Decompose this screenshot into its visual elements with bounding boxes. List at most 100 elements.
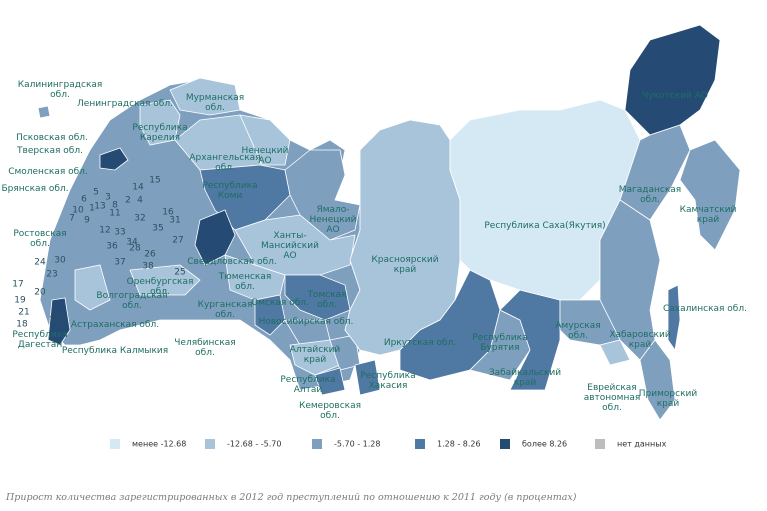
region-label: Алтайский край	[290, 345, 341, 365]
region-label-line: Республика	[202, 181, 257, 191]
region-number: 30	[54, 256, 66, 266]
region-label-line: Мурманская	[186, 93, 244, 103]
legend-swatch	[110, 439, 120, 449]
region-label: Камчатский край	[680, 205, 737, 225]
legend-label: 1.28 - 8.26	[437, 440, 481, 449]
region-shape	[47, 297, 71, 346]
region-label: Республика Коми	[202, 181, 257, 201]
region-label-line: Свердловская обл.	[187, 257, 276, 267]
region-label: Мурманская обл.	[186, 93, 244, 113]
caption: Прирост количества зарегистрированных в …	[5, 492, 577, 503]
region-label: Свердловская обл.	[187, 257, 276, 267]
region-shape	[624, 24, 721, 136]
region-number: 33	[114, 228, 125, 238]
region-number: 26	[144, 250, 156, 260]
region-number: 35	[152, 224, 163, 234]
region-label-line: Ростовская	[13, 229, 66, 239]
region-label-line: Мансийский	[261, 241, 319, 251]
region-label: Республика Дагестан	[12, 330, 67, 350]
region-number: 7	[69, 214, 75, 224]
legend-label: -12.68 - -5.70	[227, 440, 281, 449]
region-label-line: Оренбургская	[127, 277, 194, 287]
region-label-line: Республика	[472, 333, 527, 343]
region-label: Республика Карелия	[132, 123, 187, 143]
region-label-line: Бурятия	[480, 343, 519, 353]
legend-label: нет данных	[617, 440, 667, 449]
legend-label: менее -12.68	[132, 440, 186, 449]
region-label-line: Новосибирская обл.	[259, 317, 354, 327]
region-label: Ямало-Ненецкий АО	[310, 205, 357, 235]
region-label-line: Приморский	[639, 389, 698, 399]
region-shape	[169, 77, 241, 116]
region-label-line: обл.	[602, 403, 622, 413]
region-number: 5	[93, 188, 99, 198]
region-label-line: Архангельская	[189, 153, 260, 163]
region-label-line: край	[394, 265, 417, 275]
region-label-line: край	[657, 399, 680, 409]
region-label: Забайкальский край	[489, 368, 561, 388]
region-label-line: Карелия	[140, 133, 180, 143]
region-label: Республика Саха(Якутия)	[484, 221, 605, 231]
region-label: Тюменская обл.	[218, 272, 272, 292]
region-shape	[354, 359, 381, 396]
region-label: Астраханская обл.	[71, 320, 159, 330]
region-shape	[679, 139, 741, 251]
region-number: 38	[142, 262, 154, 272]
region-label-line: Ленинградская обл.	[77, 99, 173, 109]
region-shape	[37, 105, 51, 119]
region-label-line: обл.	[215, 310, 235, 320]
region-label-line: Республика Саха(Якутия)	[484, 221, 605, 231]
region-label-line: Забайкальский	[489, 368, 561, 378]
region-label-line: Еврейская	[587, 383, 636, 393]
region-label-line: Магаданская	[619, 185, 681, 195]
region-number: 11	[109, 209, 120, 219]
region-shape	[599, 339, 631, 366]
region-label-line: Алтай	[294, 385, 323, 395]
region-label: Брянская обл.	[1, 184, 68, 194]
region-label-line: Республика Калмыкия	[62, 346, 168, 356]
region-label-line: край	[697, 215, 720, 225]
region-label: Ненецкий АО	[242, 146, 289, 166]
region-label-line: Алтайский	[290, 345, 341, 355]
region-label-line: Иркутская обл.	[384, 338, 456, 348]
region-label-line: обл.	[30, 239, 50, 249]
region-number: 36	[106, 242, 118, 252]
region-label-line: Ханты-	[273, 231, 306, 241]
region-shape	[639, 339, 676, 421]
region-label-line: обл.	[215, 163, 235, 173]
region-label-line: Ненецкий	[242, 146, 289, 156]
region-label: Омская обл.	[251, 298, 309, 308]
region-label-line: Томская	[306, 290, 346, 300]
region-label-line: обл.	[122, 301, 142, 311]
region-label: Смоленская обл.	[8, 167, 88, 177]
region-label-line: Челябинская	[174, 338, 235, 348]
legend-label: -5.70 - 1.28	[334, 440, 380, 449]
region-label-line: Коми	[218, 191, 243, 201]
region-number: 14	[132, 183, 144, 193]
region-label-line: обл.	[235, 282, 255, 292]
legend-swatch	[415, 439, 425, 449]
region-label-line: Астраханская обл.	[71, 320, 159, 330]
region-label: Республика Алтай	[280, 375, 335, 395]
region-label: Калининградская обл.	[18, 80, 103, 100]
region-shape	[239, 114, 291, 166]
region-number: 23	[46, 270, 57, 280]
region-number: 1	[89, 204, 95, 214]
map	[37, 24, 741, 421]
region-label: Псковская обл.	[16, 133, 88, 143]
region-label-line: Дагестан	[18, 340, 63, 350]
region-number: 32	[134, 214, 145, 224]
legend-swatch	[312, 439, 322, 449]
region-number: 19	[14, 296, 26, 306]
region-shape	[74, 264, 111, 311]
region-label: Ростовская обл.	[13, 229, 66, 249]
region-label: Архангельская обл.	[189, 153, 260, 173]
region-label-line: обл.	[317, 300, 337, 310]
region-label-line: Смоленская обл.	[8, 167, 88, 177]
region-number: 12	[99, 226, 110, 236]
region-label: Магаданская обл.	[619, 185, 681, 205]
region-label-line: АО	[258, 156, 271, 166]
region-label-line: Тверская обл.	[16, 146, 83, 156]
region-number: 34	[126, 238, 138, 248]
region-number: 24	[34, 258, 46, 268]
